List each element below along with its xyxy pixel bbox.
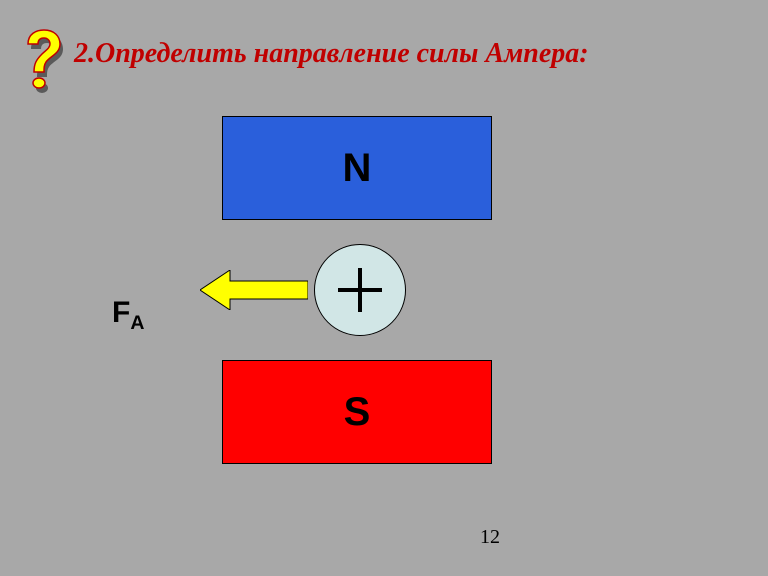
fa-main: F — [112, 296, 130, 329]
slide-canvas: 2.Определить направление силы Ампера: N … — [0, 0, 768, 576]
plus-vertical — [358, 268, 362, 312]
page-number: 12 — [480, 526, 500, 549]
magnet-north: N — [222, 116, 492, 220]
slide-title: 2.Определить направление силы Ампера: — [74, 38, 589, 70]
force-arrow-icon — [200, 270, 308, 310]
current-out-of-page-icon — [314, 244, 406, 336]
magnet-south-label: S — [344, 390, 371, 435]
fa-sub: A — [130, 312, 144, 334]
magnet-north-label: N — [343, 146, 372, 191]
question-mark-icon — [14, 26, 66, 98]
magnet-south: S — [222, 360, 492, 464]
ampere-force-label: FA — [112, 296, 144, 335]
